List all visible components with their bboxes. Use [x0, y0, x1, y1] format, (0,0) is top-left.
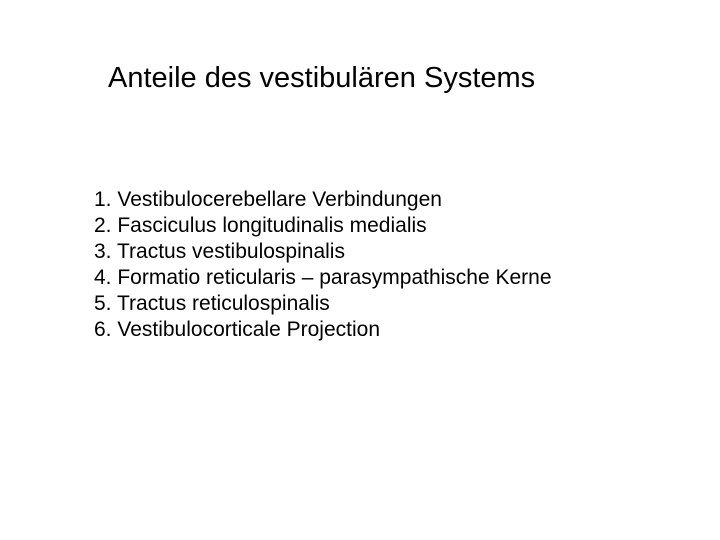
list-item: 2. Fasciculus longitudinalis medialis: [94, 213, 640, 239]
slide-title: Anteile des vestibulären Systems: [90, 62, 640, 95]
list-item: 5. Tractus reticulospinalis: [94, 291, 640, 317]
list-item: 3. Tractus vestibulospinalis: [94, 239, 640, 265]
list-item: 6. Vestibulocorticale Projection: [94, 317, 640, 343]
list-item: 1. Vestibulocerebellare Verbindungen: [94, 187, 640, 213]
slide-container: Anteile des vestibulären Systems 1. Vest…: [0, 0, 720, 540]
list-item: 4. Formatio reticularis – parasympathisc…: [94, 265, 640, 291]
content-list: 1. Vestibulocerebellare Verbindungen 2. …: [90, 187, 640, 343]
